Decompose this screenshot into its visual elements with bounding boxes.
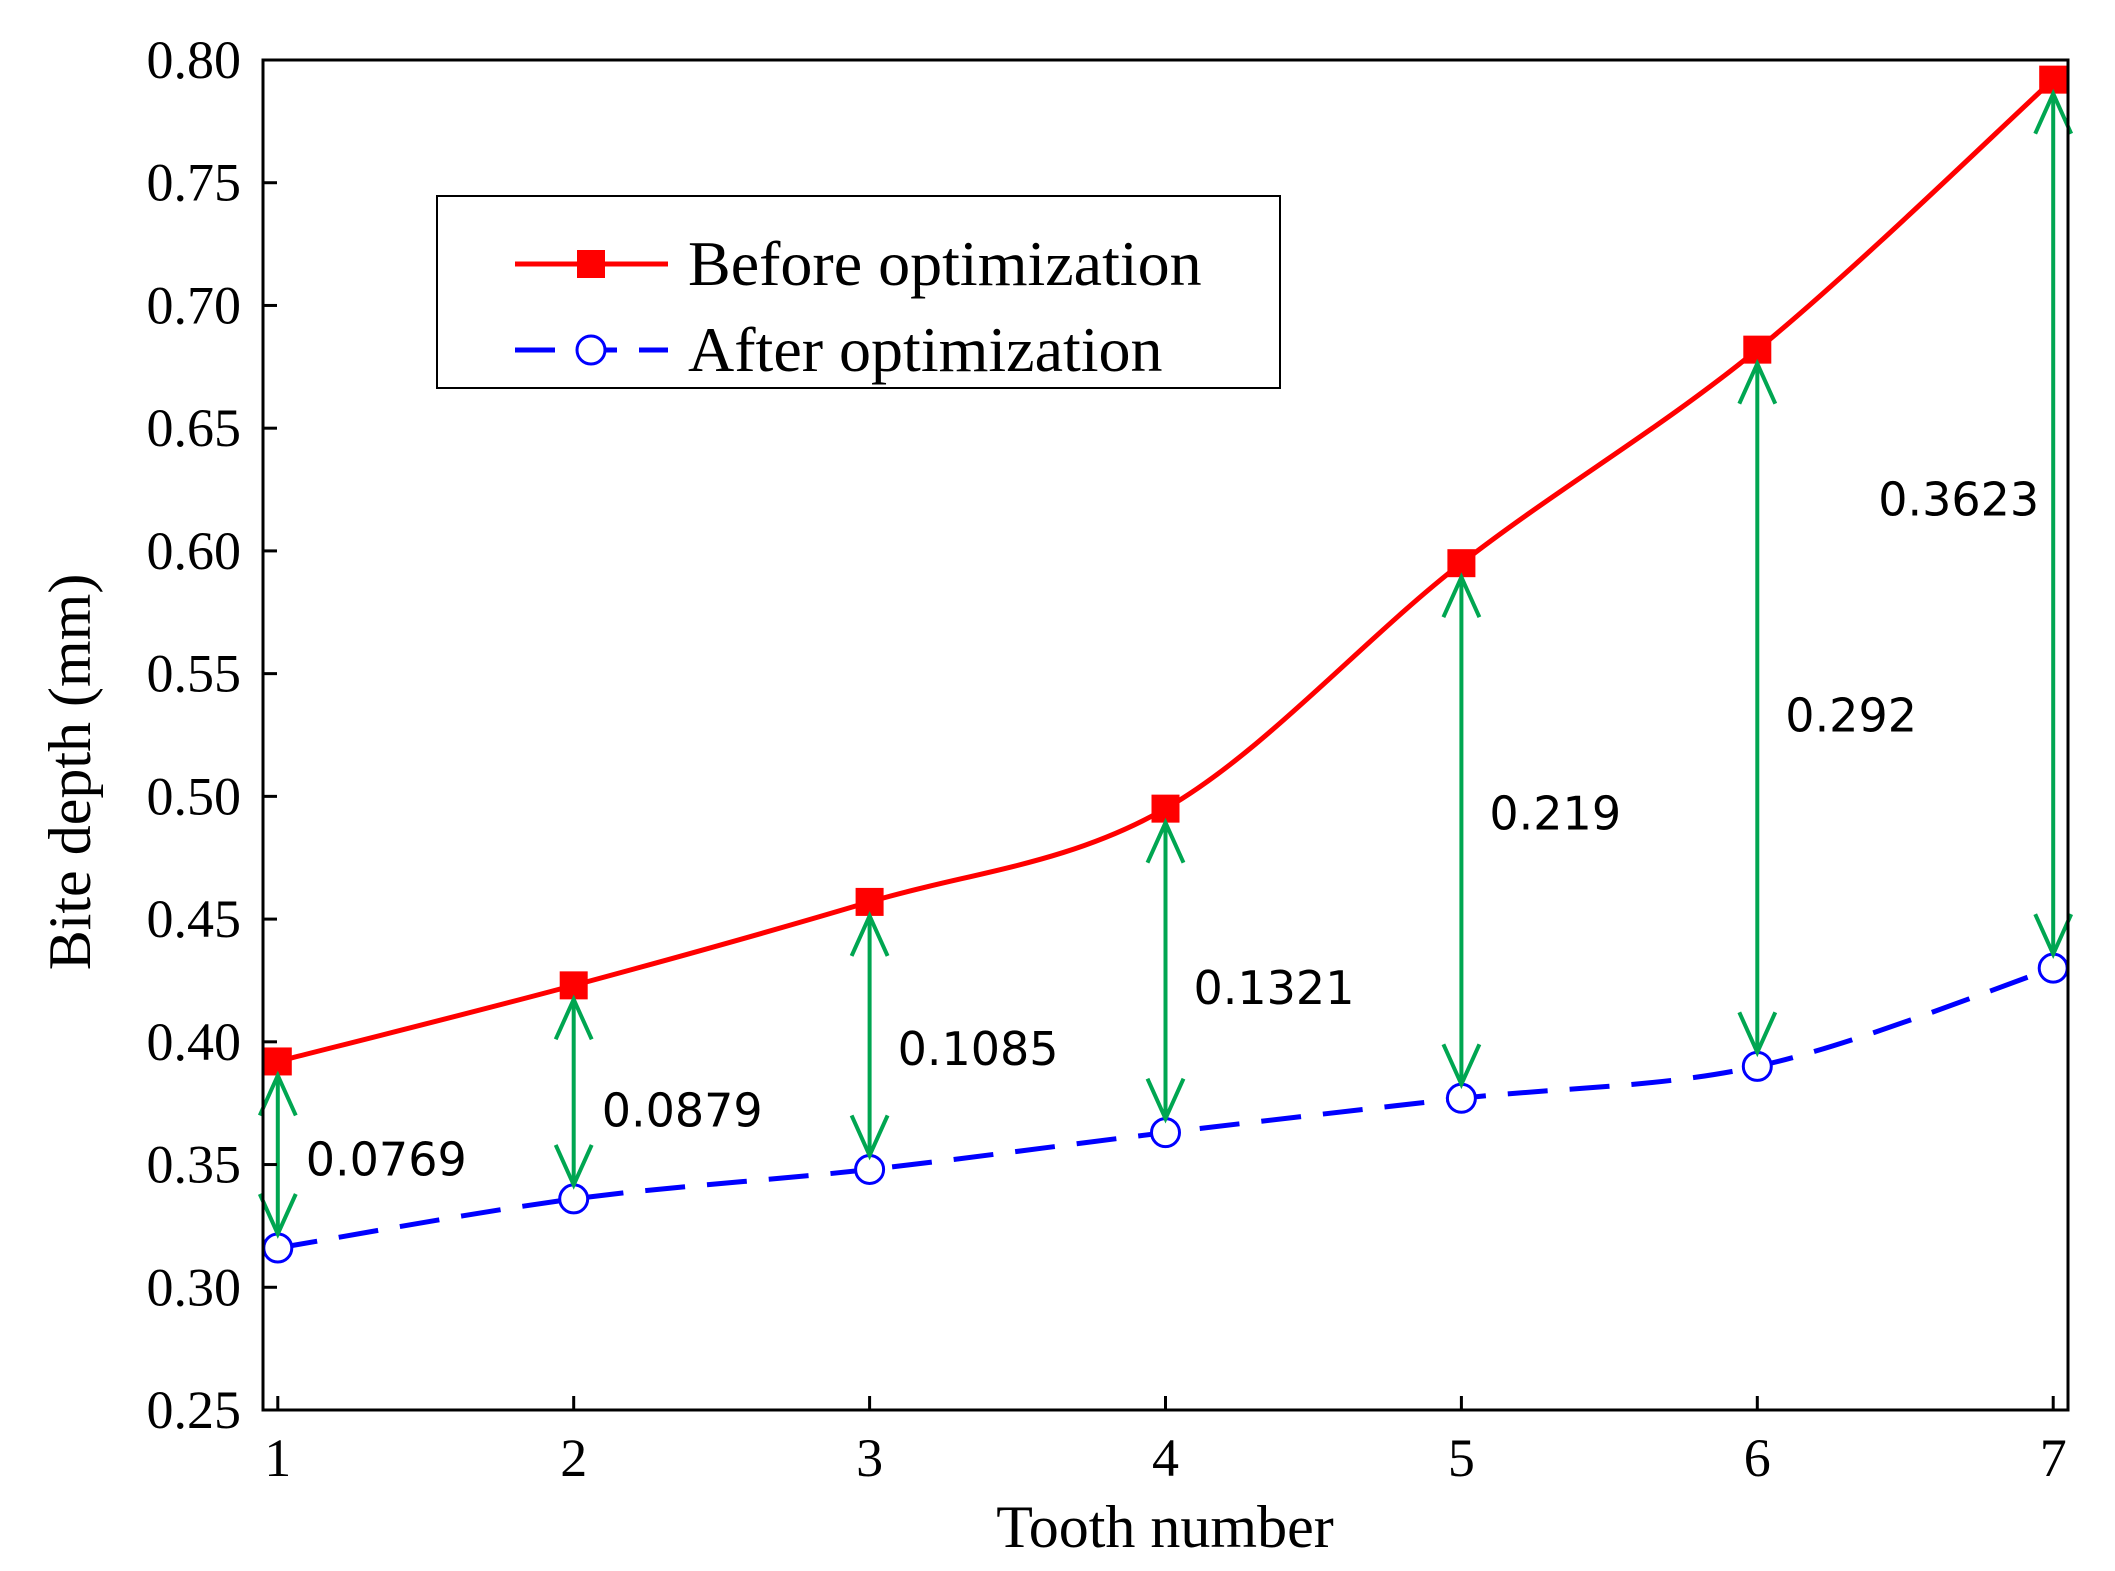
diff-label-6: 0.292 [1785,688,1917,742]
x-tick-label-2: 2 [560,1428,587,1488]
diff-arrow-head-top-4 [1145,817,1186,864]
y-tick-label-0.60: 0.60 [147,521,242,581]
annotation-layer: 0.0769 0.0879 0.1085 0.1321 0.219 0.292 0.3623 [257,88,2074,1239]
diff-label-5: 0.219 [1489,787,1621,841]
y-tick-label-0.50: 0.50 [147,766,242,826]
y-axis-title: Bite depth (mm) [37,574,103,971]
axes-layer: 0.25 0.30 0.35 0.40 0.45 0.50 0.55 0.60 0.65 0.70… [147,30,2070,1488]
legend-label-before: Before optimization [688,228,1202,299]
legend-label-after: After optimization [688,314,1163,385]
diff-arrow-head-bottom-3 [849,1114,890,1161]
legend-marker-before [577,250,605,278]
diff-arrow-head-bottom-4 [1145,1077,1186,1124]
diff-label-2: 0.0879 [602,1084,763,1138]
y-tick-label-0.25: 0.25 [147,1380,242,1440]
series-layer [262,65,2069,1264]
diff-arrow-head-top-5 [1441,572,1482,619]
diff-arrow-head-top-7 [2033,88,2074,135]
y-tick-label-0.75: 0.75 [147,153,242,213]
legend: Before optimization After optimization [436,195,1281,389]
diff-arrow-head-top-3 [849,911,890,957]
y-tick-label-0.40: 0.40 [147,1012,242,1072]
diff-arrow-head-top-6 [1737,358,1778,405]
diff-arrow-head-bottom-6 [1737,1011,1778,1058]
y-tick-label-0.65: 0.65 [147,398,242,458]
diff-arrow-head-bottom-5 [1441,1043,1482,1090]
x-tick-label-1: 1 [264,1428,291,1488]
y-tick-label-0.80: 0.80 [147,30,242,90]
diff-label-4: 0.1321 [1194,961,1355,1015]
x-tick-label-5: 5 [1448,1428,1475,1488]
y-tick-label-0.30: 0.30 [147,1257,242,1317]
diff-arrow-head-bottom-1 [257,1193,298,1239]
diff-label-7: 0.3623 [1878,472,2039,526]
diff-label-1: 0.0769 [306,1133,467,1187]
y-tick-label-0.45: 0.45 [147,889,242,949]
x-tick-label-7: 7 [2040,1428,2067,1488]
y-tick-label-0.70: 0.70 [147,275,242,335]
y-tick-label-0.55: 0.55 [147,644,242,704]
legend-marker-after [575,334,607,366]
x-tick-label-4: 4 [1152,1428,1179,1488]
diff-arrow-head-top-2 [553,994,594,1041]
x-tick-label-3: 3 [856,1428,883,1488]
diff-arrow-head-bottom-2 [553,1144,594,1190]
diff-arrow-head-top-1 [257,1070,298,1117]
x-tick-label-6: 6 [1744,1428,1771,1488]
x-axis-title: Tooth number [996,1494,1333,1560]
y-tick-label-0.35: 0.35 [147,1135,242,1195]
diff-label-3: 0.1085 [898,1022,1059,1076]
diff-arrow-head-bottom-7 [2033,913,2074,960]
